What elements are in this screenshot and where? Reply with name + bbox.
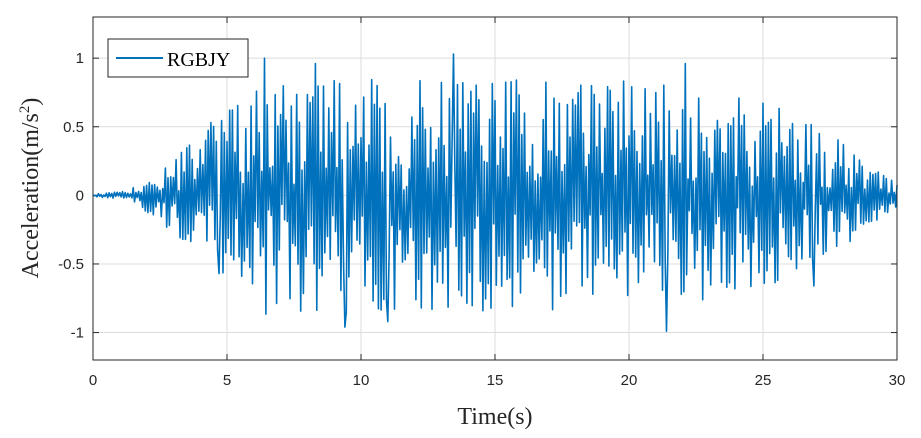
x-tick-label: 30	[889, 372, 906, 389]
y-axis-title-main: Acceleration(m/s	[18, 113, 44, 278]
y-tick-labels: 1 0.5 0 -0.5 -1	[58, 50, 84, 341]
y-tick-label: -0.5	[58, 256, 84, 273]
y-axis-title-close: )	[18, 98, 44, 106]
y-tick-label: 0.5	[63, 119, 84, 136]
x-tick-label: 10	[353, 372, 370, 389]
x-tick-labels: 0 5 10 15 20 25 30	[89, 372, 906, 389]
y-tick-label: -1	[71, 325, 84, 342]
x-axis-title: Time(s)	[457, 404, 532, 430]
x-tick-label: 5	[223, 372, 231, 389]
x-tick-label: 25	[755, 372, 772, 389]
legend: RGBJY	[107, 38, 249, 78]
y-tick-label: 1	[76, 50, 84, 67]
y-tick-label: 0	[76, 187, 84, 204]
x-tick-label: 20	[621, 372, 638, 389]
y-axis-title-superscript: 2	[17, 106, 33, 114]
series-layer	[92, 53, 898, 332]
x-tick-label: 15	[487, 372, 504, 389]
legend-label: RGBJY	[167, 49, 230, 71]
y-axis-title: Acceleration(m/s2)	[17, 98, 44, 279]
plot-frame	[92, 16, 898, 361]
series-line-rgbjy	[92, 53, 898, 332]
x-tick-label: 0	[89, 372, 97, 389]
